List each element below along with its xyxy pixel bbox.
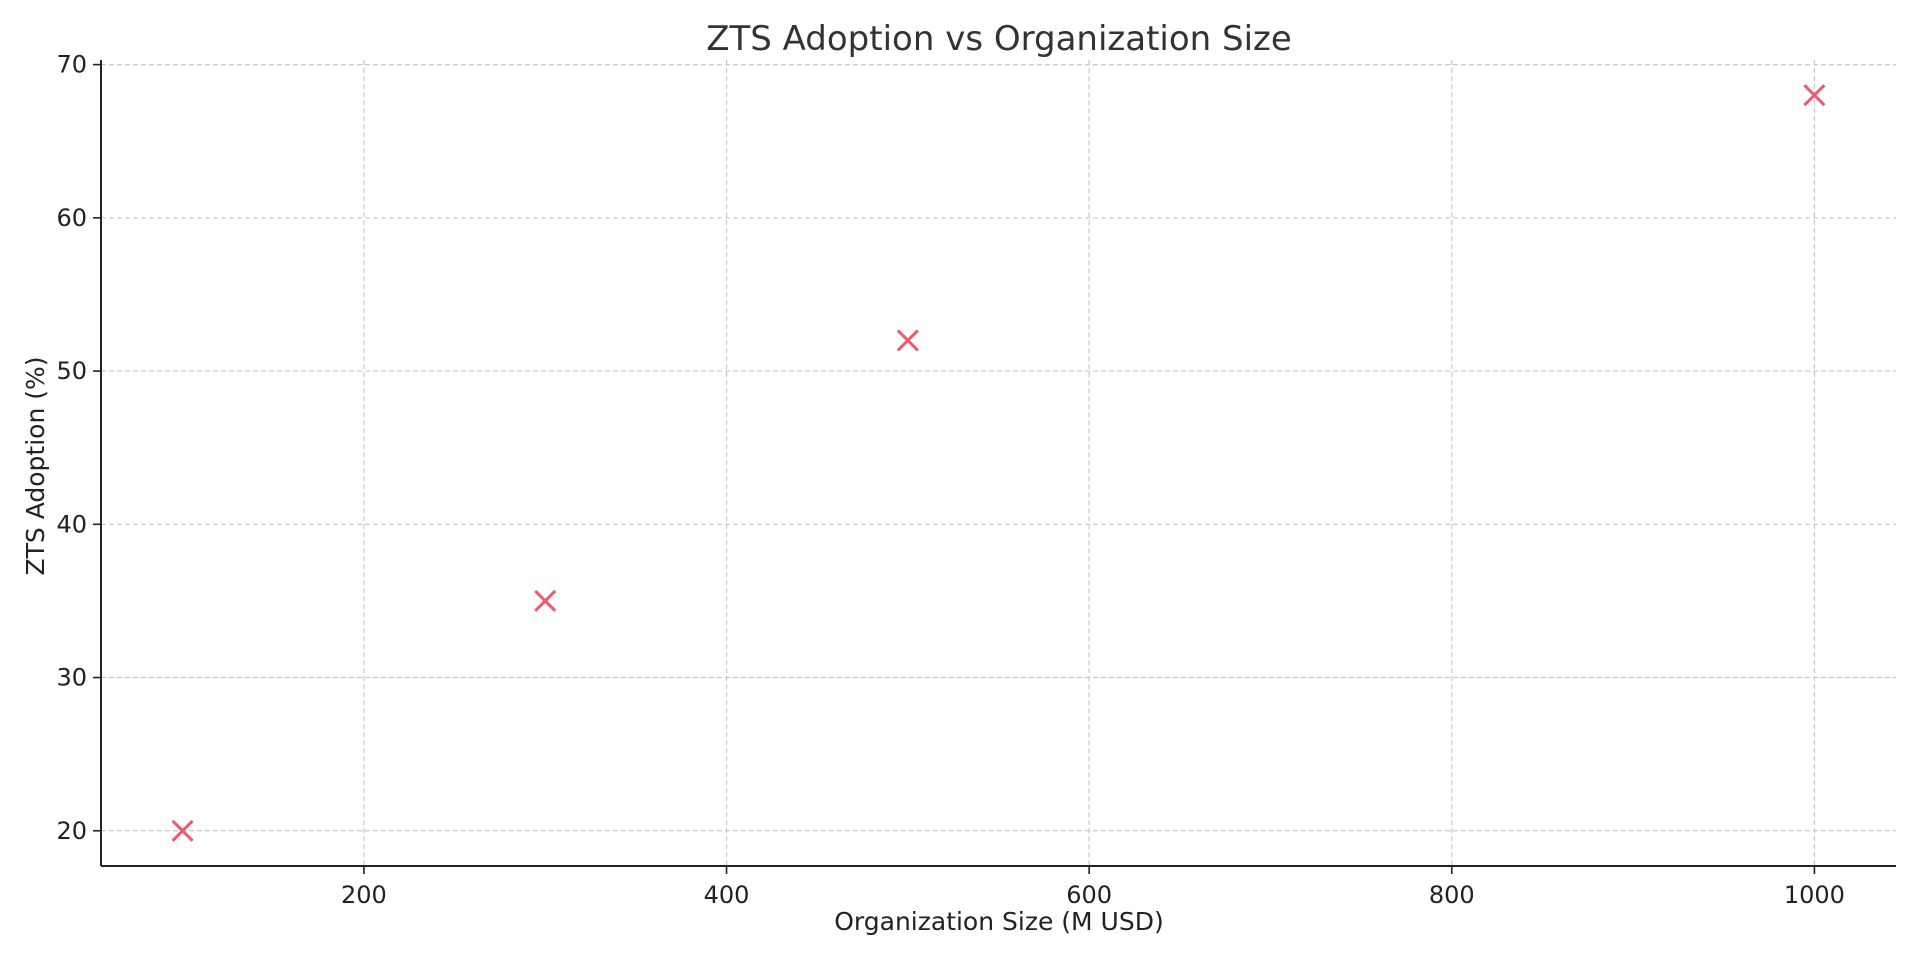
grid [101,60,1896,866]
chart-title: ZTS Adoption vs Organization Size [706,19,1292,59]
x-tick-label: 1000 [1784,881,1845,909]
data-point [1803,84,1826,107]
x-tick-label: 600 [1066,881,1112,909]
data-point [534,589,557,612]
data-point [896,329,919,352]
marker-stroke [1803,84,1826,107]
marker-stroke [534,589,557,612]
y-tick-label: 40 [56,510,87,538]
axes [100,60,1896,867]
x-axis-label: Organization Size (M USD) [834,907,1163,936]
y-tick-label: 30 [56,664,87,692]
y-tick-label: 60 [56,204,87,232]
y-tick-label: 50 [56,357,87,385]
data-points [171,84,1826,842]
x-tick-label: 400 [704,881,750,909]
y-axis-ticks: 20 30 40 50 60 70 [56,51,101,845]
marker-stroke [171,819,194,842]
x-tick-label: 200 [341,881,387,909]
marker-stroke [896,329,919,352]
y-tick-label: 70 [56,51,87,79]
y-tick-label: 20 [56,817,87,845]
x-axis-ticks: 200 400 600 800 1000 [341,866,1845,909]
data-point [171,819,194,842]
x-tick-label: 800 [1429,881,1475,909]
y-axis-label: ZTS Adoption (%) [21,356,50,575]
